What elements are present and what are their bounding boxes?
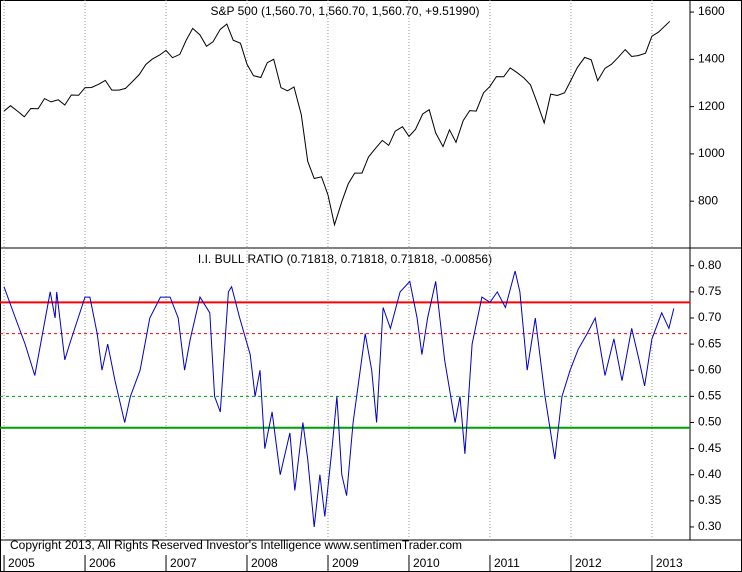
y-tick-label: 0.50: [698, 415, 722, 429]
series-line: [3, 270, 675, 527]
y-tick-label: 1200: [698, 99, 725, 113]
chart-title: S&P 500 (1,560.70, 1,560.70, 1,560.70, +…: [211, 4, 480, 18]
y-tick-label: 0.40: [698, 467, 722, 481]
x-tick-label: 2012: [575, 556, 602, 570]
x-tick-label: 2007: [170, 556, 197, 570]
y-tick-label: 0.30: [698, 519, 722, 533]
x-tick-label: 2010: [413, 556, 440, 570]
chart-title: I.I. BULL RATIO (0.71818, 0.71818, 0.718…: [198, 252, 492, 266]
y-tick-label: 0.35: [698, 493, 722, 507]
x-tick-label: 2013: [656, 556, 683, 570]
copyright: Copyright 2013, All Rights Reserved Inve…: [10, 538, 462, 552]
y-tick-label: 0.45: [698, 441, 722, 455]
series-line: [3, 20, 671, 227]
y-tick-label: 800: [698, 193, 718, 207]
x-tick-label: 2005: [8, 556, 35, 570]
y-tick-label: 1600: [698, 4, 725, 18]
y-tick-label: 1000: [698, 146, 725, 160]
x-tick-label: 2008: [251, 556, 278, 570]
y-tick-label: 0.75: [698, 284, 722, 298]
x-tick-label: 2006: [89, 556, 116, 570]
x-tick-label: 2009: [332, 556, 359, 570]
y-tick-label: 0.65: [698, 336, 722, 350]
y-tick-label: 0.80: [698, 258, 722, 272]
y-tick-label: 1400: [698, 52, 725, 66]
y-tick-label: 0.70: [698, 310, 722, 324]
y-tick-label: 0.55: [698, 389, 722, 403]
x-tick-label: 2011: [494, 556, 520, 570]
y-tick-label: 0.60: [698, 362, 722, 376]
